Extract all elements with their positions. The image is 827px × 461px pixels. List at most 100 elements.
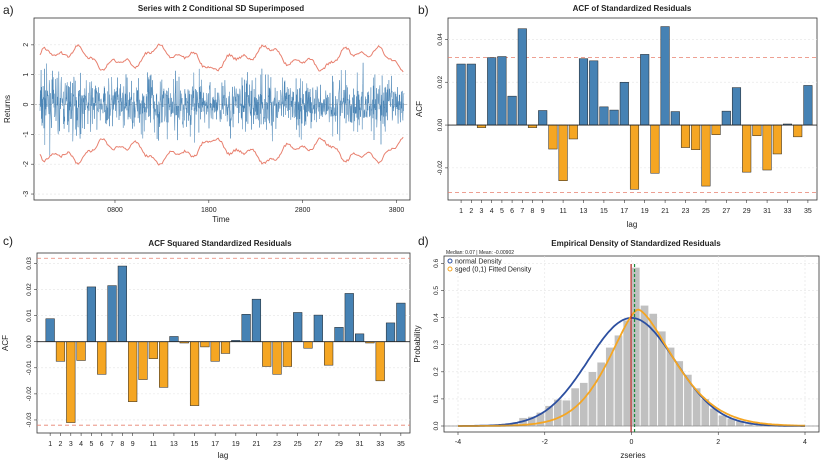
panel-c-acf-bar — [169, 336, 179, 342]
panel-b-acf: b) ACF of Standardized Residuals -0.02 0.… — [415, 3, 818, 229]
panel-c-acf-bar — [55, 341, 66, 362]
panel-c-acf-bar — [210, 341, 220, 362]
panel-b-x-axis: 1 2 3 4 5 6 7 8 9 11 13 15 17 19 21 23 25 27 29 31 33 35 — [459, 200, 812, 215]
panel-c-xtick-label: 4 — [79, 441, 83, 448]
panel-a-lower-sd-line — [39, 136, 404, 166]
panel-c-xtick-label: 13 — [170, 441, 178, 448]
panel-b-xtick-label: 2 — [469, 208, 473, 215]
panel-a-returns-line — [39, 62, 405, 157]
panel-b-xtick-label: 21 — [661, 208, 669, 215]
panel-c-acf-bar — [241, 314, 251, 342]
panel-b-acf-bar — [752, 124, 762, 137]
panel-d-xtick-label: -4 — [455, 439, 461, 446]
panel-d-histogram-bar — [614, 335, 623, 427]
panel-c-plot-frame — [36, 252, 411, 434]
panel-a-label: a) — [3, 3, 14, 17]
panel-b-xtick-label: 6 — [510, 208, 514, 215]
panel-c-acf-bar — [293, 312, 303, 342]
panel-b-acf-bar — [711, 124, 721, 135]
panel-b-acf-bar — [558, 124, 568, 181]
panel-c-gridlines — [37, 257, 410, 426]
panel-d-xlabel: zseries — [620, 451, 645, 460]
panel-c-acf-bar — [282, 341, 292, 367]
panel-c-xtick-label: 23 — [273, 441, 281, 448]
panel-a-returns-series: a) Series with 2 Conditional SD Superimp… — [3, 3, 411, 224]
panel-b-acf-bar — [650, 124, 660, 174]
panel-c-y-axis: -0.03 -0.02 -0.01 0.00 0.01 0.02 0.03 — [26, 257, 37, 427]
panel-c-xtick-label: 11 — [150, 441, 157, 448]
panel-a-xtick-label: 2800 — [295, 207, 311, 214]
panel-c-acf-bar — [189, 341, 200, 406]
panel-b-xtick-label: 19 — [641, 208, 649, 215]
panel-b-ytick-label: 0.04 — [437, 33, 444, 46]
panel-b-acf-bar — [660, 26, 670, 126]
panel-a-xtick-label: 0800 — [107, 207, 123, 214]
panel-d-histogram-bar — [605, 347, 615, 427]
panel-b-xtick-label: 31 — [763, 208, 771, 215]
panel-b-acf-bar — [487, 57, 497, 126]
panel-a-x-axis: 0800 1800 2800 3800 — [107, 200, 404, 214]
panel-b-acf-bar — [680, 124, 691, 148]
panel-d-ytick-label: 0.0 — [433, 421, 440, 430]
panel-c-xtick-label: 3 — [69, 441, 73, 448]
panel-c-xtick-label: 6 — [100, 441, 104, 448]
panel-d-ytick-label: 0.3 — [433, 340, 440, 349]
panel-c-xtick-label: 8 — [120, 441, 124, 448]
panel-c-title: ACF Squared Standardized Residuals — [148, 239, 292, 248]
panel-b-xtick-label: 27 — [722, 208, 730, 215]
panel-b-acf-bar — [497, 56, 507, 126]
panel-c-acf-bar — [303, 341, 313, 349]
panel-b-xtick-label: 29 — [743, 208, 751, 215]
panel-b-acf-bar — [721, 110, 731, 126]
panel-b-xtick-label: 11 — [559, 208, 566, 215]
panel-a-ylabel: Returns — [3, 95, 12, 123]
panel-c-xtick-label: 17 — [211, 441, 219, 448]
panel-d-histogram-bar — [631, 267, 641, 427]
panel-b-acf-bar — [731, 87, 742, 126]
panel-c-label: c) — [3, 234, 13, 248]
panel-b-xtick-label: 13 — [580, 208, 588, 215]
panel-c-acf-bar — [159, 341, 169, 388]
panel-c-acf-bar — [251, 298, 262, 342]
panel-c-acf-bar — [324, 341, 334, 366]
panel-c-bars — [37, 265, 410, 423]
panel-d-density: d) Empirical Density of Standardized Res… — [413, 234, 820, 460]
panel-c-acf-bar — [344, 293, 354, 342]
panel-b-acf-bar — [670, 111, 680, 126]
panel-b-ytick-label: 0.00 — [437, 118, 444, 131]
panel-c-acf-bar — [375, 341, 385, 382]
panel-c-acf-bar — [128, 341, 138, 402]
panel-d-xtick-label: -2 — [542, 439, 548, 446]
panel-c-xtick-label: 21 — [253, 441, 261, 448]
panel-c-xtick-label: 9 — [131, 441, 135, 448]
panel-c-acf-bar — [272, 341, 282, 375]
panel-b-xtick-label: 23 — [682, 208, 690, 215]
panel-b-acf-bar — [629, 124, 640, 190]
panel-a-xlabel: Time — [212, 215, 230, 224]
panel-c-acf-bar — [396, 302, 406, 342]
panel-b-acf-bar — [466, 63, 476, 126]
panel-d-histogram-bar — [718, 414, 727, 427]
panel-d-histogram-bar — [588, 371, 597, 427]
panel-b-acf-bar — [701, 124, 711, 187]
panel-d-ytick-label: 0.5 — [433, 286, 440, 295]
panel-a-ytick-label: 0 — [23, 102, 30, 106]
panel-b-xtick-label: 1 — [459, 208, 463, 215]
panel-b-y-axis: -0.02 0.00 0.02 0.04 — [437, 33, 448, 175]
panel-c-acf-bar — [76, 341, 86, 361]
panel-b-ytick-label: 0.02 — [437, 76, 444, 89]
panel-c-ytick-label: -0.03 — [26, 412, 33, 427]
panel-a-ytick-label: -1 — [23, 131, 30, 137]
panel-d-subtitle: Median: 0.07 | Mean: -0.00902 — [446, 250, 514, 256]
panel-d-legend-marker — [447, 258, 453, 264]
panel-d-legend-marker — [447, 266, 453, 272]
panel-c-acf-squared: c) ACF Squared Standardized Residuals -0… — [1, 234, 411, 460]
panel-b-acf-bar — [538, 110, 548, 126]
panel-b-acf-bar — [517, 28, 527, 126]
panel-b-label: b) — [418, 3, 429, 17]
panel-c-acf-bar — [385, 322, 396, 342]
panel-c-ytick-label: -0.01 — [26, 360, 33, 375]
panel-c-xtick-label: 19 — [232, 441, 240, 448]
panel-a-upper-sd-line — [39, 43, 404, 73]
